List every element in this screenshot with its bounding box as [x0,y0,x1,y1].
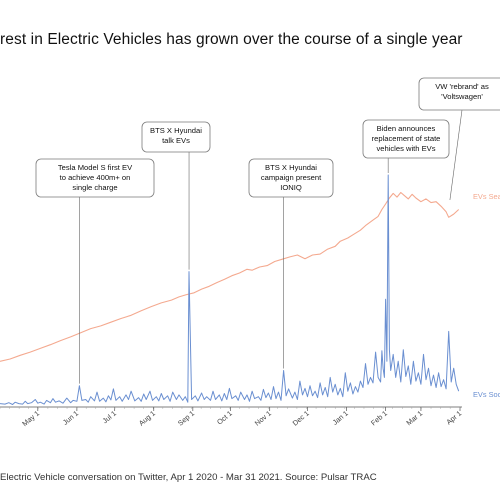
callout-box [35,158,155,198]
x-tick-label: Jul 1 [101,409,118,426]
callout-text: to achieve 400m+ on [60,173,131,182]
chart-footer: Electric Vehicle conversation on Twitter… [0,472,377,483]
callout-text: vehicles with EVs [376,144,435,153]
x-tick-label: Feb 1 [369,409,389,428]
callout-box [418,77,500,111]
x-tick-label: Sep 1 [176,409,196,428]
series-label: EVs Soc [473,390,500,399]
callout-leader [449,109,463,201]
callout-text: BTS X Hyundai [265,163,317,172]
callout-box [141,121,211,153]
x-tick-label: Mar 1 [404,409,424,428]
x-axis: May 1 Jun 1 Jul 1 Aug 1 Sep 1 Oct 1 Nov 1 Dec 1… [0,406,463,428]
callout-text: Biden announces [377,124,436,133]
x-tick-label: Dec 1 [291,409,311,428]
x-tick-label: Nov 1 [253,409,273,428]
callout-box [248,158,334,198]
callout-text: talk EVs [162,136,190,145]
x-tick-label: May 1 [20,409,41,428]
callout-text: VW 'rebrand' as [435,82,489,91]
x-tick-label: Apr 1 [444,409,463,427]
callout-text: single charge [72,183,117,192]
series-labels: EVs Sea EVs Soc [473,192,500,399]
callout-text: IONIQ [280,183,302,192]
chart-title: rest in Electric Vehicles has grown over… [0,31,463,48]
series-line-social [0,174,460,405]
series-layer [0,174,460,405]
callout-text: 'Voltswagen' [441,92,483,101]
x-tick-label: Jan 1 [331,409,350,427]
callout-text: campaign present [261,173,322,182]
callout-box [362,119,450,159]
callout-text: Tesla Model S first EV [58,163,133,172]
x-tick-label: Oct 1 [215,409,234,427]
series-line-search [0,191,460,362]
series-label: EVs Sea [473,192,500,201]
callout-text: replacement of state [372,134,441,143]
annotation-callout: VW 'rebrand' as'Voltswagen' [418,77,500,201]
x-tick-label: Jun 1 [61,409,80,427]
callout-text: BTS X Hyundai [150,126,202,135]
x-tick-label: Aug 1 [137,409,157,428]
